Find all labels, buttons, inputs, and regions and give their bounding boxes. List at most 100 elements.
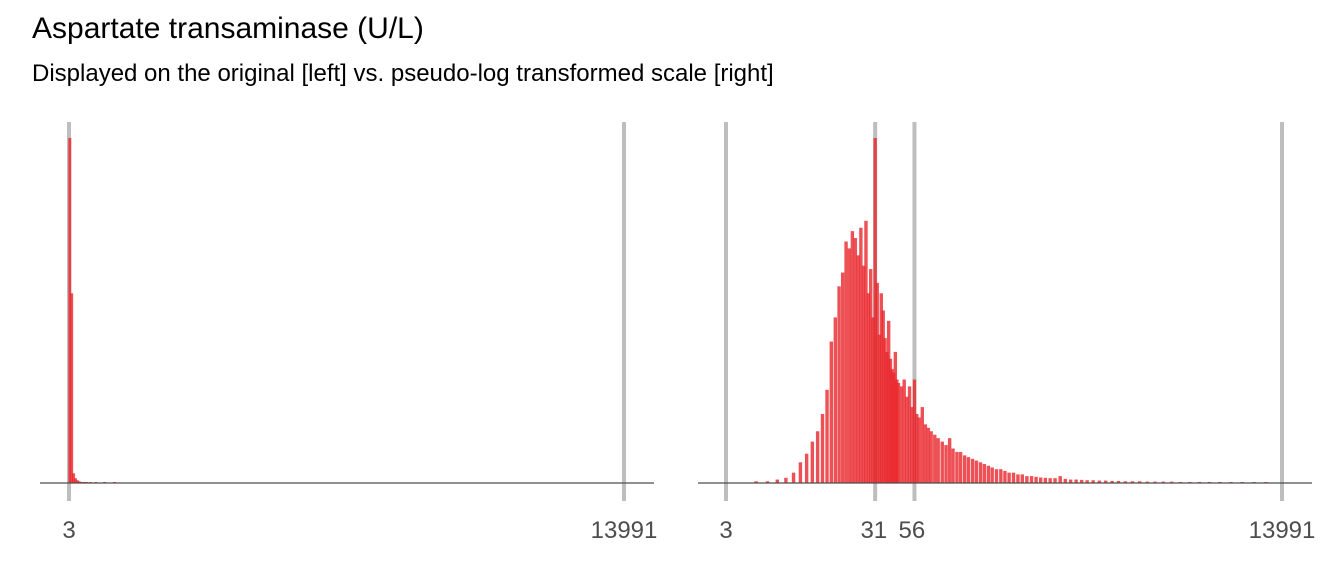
histogram-bar <box>940 441 944 483</box>
histogram-bar <box>1020 474 1025 483</box>
histogram-bar <box>936 438 940 483</box>
histogram-bar <box>861 265 866 483</box>
histogram-bar <box>1097 480 1102 483</box>
histogram-bar <box>1091 480 1095 483</box>
histogram-bar <box>1170 481 1174 483</box>
histogram-bar <box>833 317 838 483</box>
histogram-bar <box>910 407 914 483</box>
histogram-bar <box>765 481 770 483</box>
histogram-bar <box>791 472 796 483</box>
histogram-bar <box>72 473 76 483</box>
histogram-bar <box>1085 480 1089 483</box>
histogram-bar <box>1145 481 1150 483</box>
histogram-bar <box>929 431 933 483</box>
histogram-bar <box>905 396 909 483</box>
histogram-bar <box>840 272 845 483</box>
histogram-bar <box>1043 477 1048 483</box>
chart-subtitle: Displayed on the original [left] vs. pse… <box>32 60 774 87</box>
histogram-bar <box>926 427 931 483</box>
histogram-bar <box>1079 479 1084 483</box>
histogram-bar <box>754 481 758 483</box>
histogram-bar <box>1053 478 1057 483</box>
histogram-bar <box>784 477 788 483</box>
histogram-bar <box>859 227 863 483</box>
histogram-bar <box>883 338 887 483</box>
histogram-bar <box>879 293 883 483</box>
histogram-bar <box>1103 480 1108 483</box>
histogram-bar <box>886 320 891 483</box>
histogram-bar <box>933 434 937 483</box>
histogram-bar <box>1048 478 1052 483</box>
histogram-bar <box>1016 474 1020 483</box>
histogram-bar <box>866 293 871 483</box>
histogram-bar <box>869 269 873 483</box>
histogram-bar <box>873 138 877 483</box>
histogram-bar <box>923 424 928 483</box>
histogram-bar <box>1063 478 1068 483</box>
histogram-bar <box>798 462 803 483</box>
histogram-bar <box>1161 481 1165 483</box>
histogram-bar <box>1038 477 1043 483</box>
histogram-bar <box>775 479 780 483</box>
histogram-bar <box>1153 481 1157 483</box>
histogram-bar <box>1003 470 1007 483</box>
histogram-bar <box>75 480 79 483</box>
histogram-bar <box>986 465 991 483</box>
histogram-bar <box>994 469 999 483</box>
histogram-bar <box>915 414 919 483</box>
histogram-bar <box>68 138 72 483</box>
histogram-bar <box>944 445 948 483</box>
histogram-bar <box>1110 480 1114 483</box>
histogram-bar <box>829 341 834 483</box>
histogram-bar <box>1130 481 1135 483</box>
histogram-bar <box>1007 472 1011 483</box>
histogram-bar <box>881 310 885 483</box>
x-tick-label: 3 <box>62 517 75 544</box>
histogram-bar <box>1074 479 1078 483</box>
histogram-bar <box>951 448 955 483</box>
histogram-bar <box>896 382 901 483</box>
histogram-bar <box>899 386 904 483</box>
histogram-bar <box>917 417 921 483</box>
histogram-bar <box>885 351 889 483</box>
histogram-bar <box>847 248 851 483</box>
histogram-bar <box>982 464 987 483</box>
histogram-bar <box>947 438 952 483</box>
left-panel-original-scale: 3 13991 <box>40 122 657 544</box>
histogram-bar <box>907 386 912 483</box>
histogram-bar <box>810 441 815 483</box>
histogram-bar <box>850 231 855 483</box>
histogram-bar <box>970 458 975 483</box>
histogram-bar <box>1116 480 1121 483</box>
histogram-bar <box>955 451 959 483</box>
histogram-bar <box>974 460 979 483</box>
histogram-bar <box>1123 481 1128 483</box>
histogram-bar <box>871 317 875 483</box>
histogram-bar <box>70 293 74 483</box>
histogram-bar <box>1025 476 1029 483</box>
histogram-bar <box>875 282 879 483</box>
histogram-bar <box>837 286 841 483</box>
right-panel-pseudo-log-scale: 3 31 56 13991 <box>698 122 1315 544</box>
histogram-bar <box>853 238 858 483</box>
x-tick-label: 56 <box>898 517 925 544</box>
x-tick-label: 13991 <box>1249 517 1316 544</box>
histogram-bar <box>820 414 825 483</box>
histogram-bar <box>962 455 967 483</box>
x-tick-label: 13991 <box>591 517 658 544</box>
histogram-bar <box>1011 472 1016 483</box>
histogram-bar <box>77 481 81 483</box>
x-tick-label: 3 <box>719 517 732 544</box>
histogram-bar <box>1058 476 1062 483</box>
histogram-bar <box>912 379 917 483</box>
histogram-bar <box>815 431 820 483</box>
histogram-bar <box>1034 476 1038 483</box>
histogram-bar <box>902 379 906 483</box>
histogram-bar <box>990 467 994 483</box>
histogram-bar <box>825 389 829 483</box>
histogram-bar <box>804 453 809 483</box>
histogram-bar <box>844 241 848 483</box>
x-tick-label: 31 <box>860 517 887 544</box>
histogram-bar <box>856 255 860 483</box>
